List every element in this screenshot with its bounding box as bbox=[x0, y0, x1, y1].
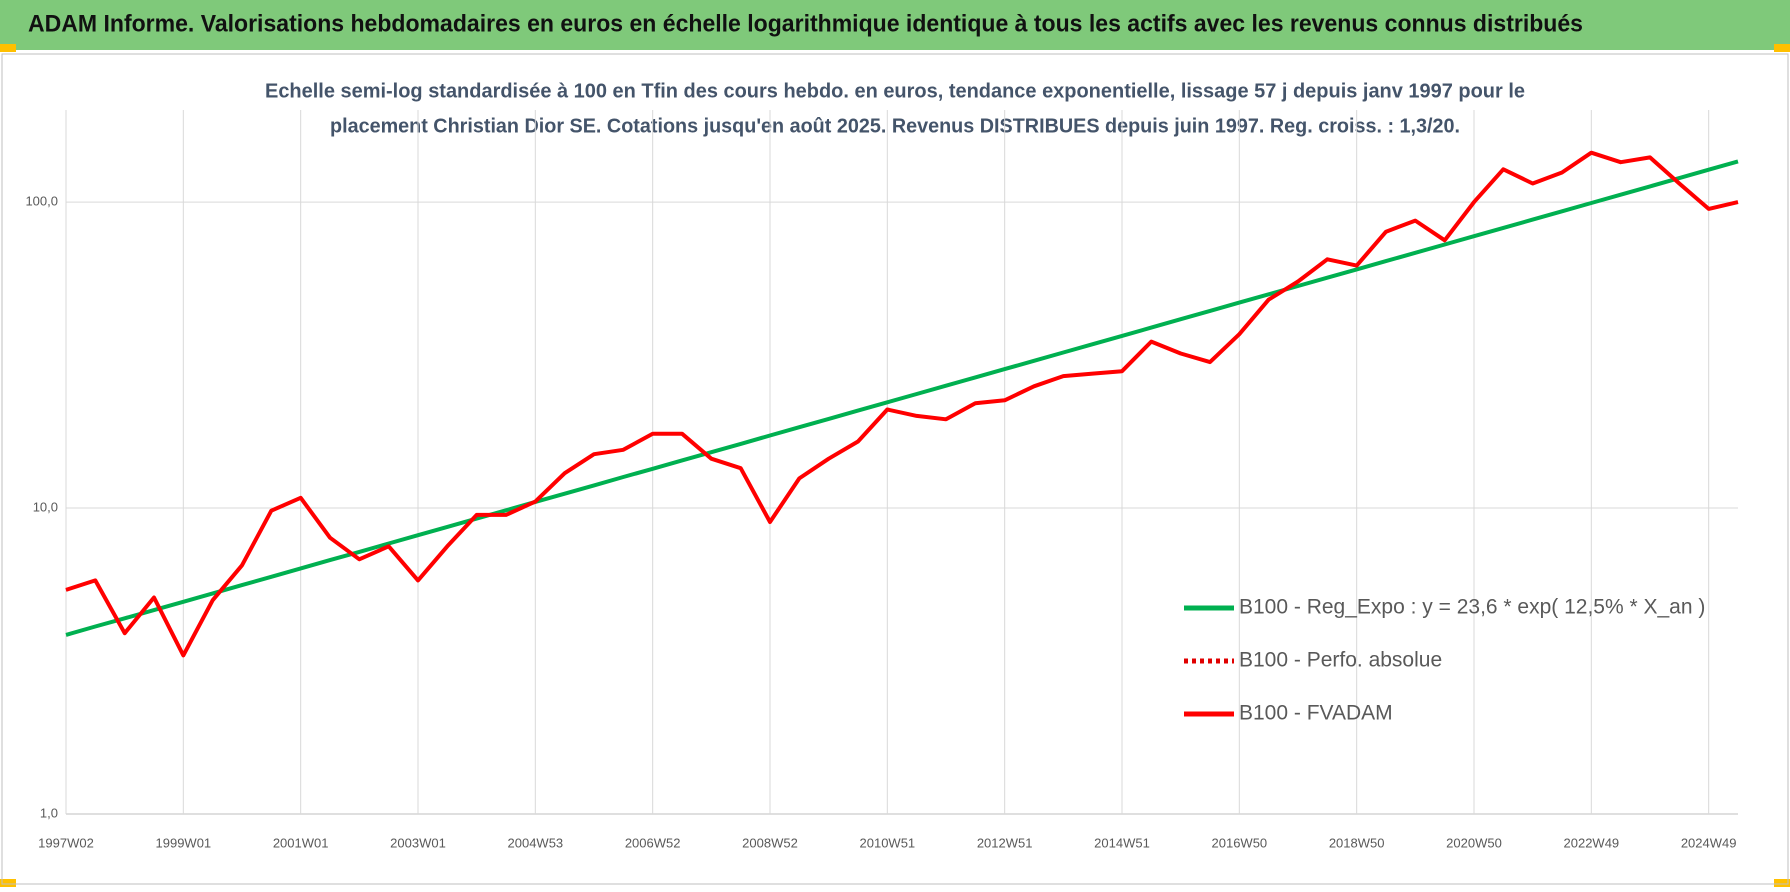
x-tick-label: 2018W50 bbox=[1329, 835, 1385, 850]
legend-label: B100 - Perfo. absolue bbox=[1239, 649, 1442, 672]
legend-label: B100 - Reg_Expo : y = 23,6 * exp( 12,5% … bbox=[1239, 596, 1705, 619]
x-tick-label: 2016W50 bbox=[1212, 835, 1268, 850]
y-tick-label: 100,0 bbox=[25, 194, 58, 209]
corner bbox=[0, 44, 16, 52]
x-tick-label: 2010W51 bbox=[860, 835, 916, 850]
x-tick-label: 2020W50 bbox=[1446, 835, 1502, 850]
chart-border bbox=[1, 53, 1789, 885]
x-tick-label: 2004W53 bbox=[508, 835, 564, 850]
header-bar bbox=[0, 0, 1790, 50]
page-title: ADAM Informe. Valorisations hebdomadaire… bbox=[28, 10, 1583, 37]
x-tick-label: 2014W51 bbox=[1094, 835, 1150, 850]
corner bbox=[1774, 44, 1790, 52]
x-tick-label: 1997W02 bbox=[38, 835, 94, 850]
chart-subtitle: placement Christian Dior SE. Cotations j… bbox=[330, 115, 1460, 137]
x-tick-label: 1999W01 bbox=[156, 835, 212, 850]
x-tick-label: 2024W49 bbox=[1681, 835, 1737, 850]
corner bbox=[1774, 879, 1790, 887]
x-tick-label: 2012W51 bbox=[977, 835, 1033, 850]
series-line bbox=[65, 159, 1739, 637]
y-tick-label: 10,0 bbox=[33, 499, 58, 514]
chart-subtitle: Echelle semi-log standardisée à 100 en T… bbox=[265, 80, 1525, 102]
x-tick-label: 2008W52 bbox=[742, 835, 798, 850]
y-tick-label: 1,0 bbox=[40, 805, 58, 820]
x-tick-label: 2022W49 bbox=[1564, 835, 1620, 850]
corner bbox=[0, 879, 16, 887]
legend-label: B100 - FVADAM bbox=[1239, 702, 1393, 725]
series-line bbox=[65, 150, 1739, 658]
x-tick-label: 2001W01 bbox=[273, 835, 329, 850]
x-tick-label: 2003W01 bbox=[390, 835, 446, 850]
x-tick-label: 2006W52 bbox=[625, 835, 681, 850]
